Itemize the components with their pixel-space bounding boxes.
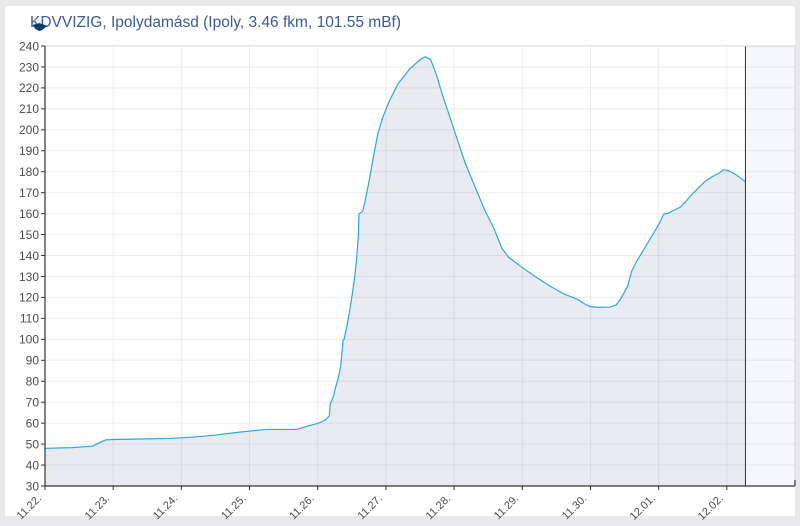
svg-text:130: 130	[19, 270, 39, 284]
svg-text:11.23.: 11.23.	[83, 493, 113, 523]
svg-text:140: 140	[19, 249, 39, 263]
svg-text:80: 80	[26, 375, 40, 389]
svg-text:160: 160	[19, 207, 39, 221]
svg-text:11.28.: 11.28.	[424, 493, 454, 523]
svg-text:70: 70	[26, 395, 40, 409]
svg-text:170: 170	[19, 186, 39, 200]
svg-text:110: 110	[20, 312, 39, 326]
svg-text:12.01.: 12.01.	[628, 493, 658, 523]
svg-text:90: 90	[26, 354, 40, 368]
svg-text:11.26.: 11.26.	[287, 493, 317, 523]
svg-text:190: 190	[19, 144, 39, 158]
svg-text:50: 50	[26, 437, 40, 451]
svg-text:100: 100	[19, 333, 39, 347]
svg-text:11.25.: 11.25.	[219, 493, 249, 523]
svg-text:120: 120	[19, 291, 39, 305]
svg-text:220: 220	[19, 81, 39, 95]
svg-text:11.30.: 11.30.	[560, 493, 590, 523]
svg-text:11.22.: 11.22.	[15, 493, 45, 523]
svg-text:210: 210	[19, 102, 39, 116]
svg-text:240: 240	[19, 39, 39, 53]
svg-text:11.29.: 11.29.	[492, 493, 522, 523]
svg-text:60: 60	[26, 416, 40, 430]
svg-text:12.02.: 12.02.	[696, 493, 726, 523]
svg-text:11.27.: 11.27.	[355, 493, 385, 523]
svg-text:150: 150	[19, 228, 39, 242]
svg-text:200: 200	[19, 123, 39, 137]
svg-text:180: 180	[19, 165, 39, 179]
svg-text:40: 40	[26, 458, 40, 472]
svg-text:11.24.: 11.24.	[151, 493, 181, 523]
svg-text:30: 30	[26, 479, 40, 493]
svg-text:230: 230	[19, 60, 39, 74]
